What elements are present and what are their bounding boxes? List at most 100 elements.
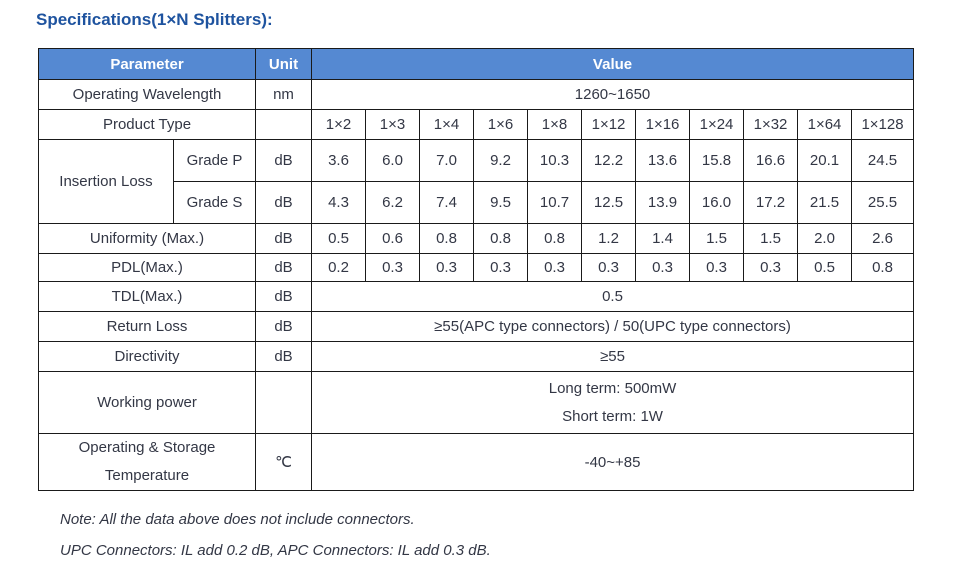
unit-cell: [255, 109, 313, 140]
value-cell: 1×8: [527, 109, 583, 140]
value-cell: 25.5: [851, 181, 915, 224]
sub-label: Grade P: [172, 139, 257, 182]
value-cell: 4.3: [311, 181, 367, 224]
temperature-label-line2: Temperature: [104, 467, 190, 484]
value-cell: 0.3: [635, 253, 691, 282]
value-cell: 6.2: [365, 181, 421, 224]
value-cell: 21.5: [797, 181, 853, 224]
value-cell: 1×128: [851, 109, 915, 140]
value-cell: 1.4: [635, 223, 691, 254]
value-cell: 0.8: [851, 253, 915, 282]
row-uniformity: Uniformity (Max.) dB 0.5 0.6 0.8 0.8 0.8…: [37, 223, 915, 254]
value-cell: 0.3: [581, 253, 637, 282]
value-cell: 2.6: [851, 223, 915, 254]
working-power-short-term: Short term: 1W: [562, 407, 663, 425]
value-cell: 0.3: [365, 253, 421, 282]
row-temperature: Operating & Storage Temperature ℃ -40~+8…: [37, 433, 915, 491]
value-cell: 17.2: [743, 181, 799, 224]
unit-cell: dB: [255, 281, 313, 312]
unit-cell: ℃: [255, 433, 313, 491]
value-cell: 0.3: [689, 253, 745, 282]
row-label: PDL(Max.): [37, 253, 257, 282]
unit-cell: dB: [255, 181, 313, 224]
value-cell: 1.5: [689, 223, 745, 254]
value-cell: 0.6: [365, 223, 421, 254]
value-cell: 0.5: [311, 223, 367, 254]
value-cell: 15.8: [689, 139, 745, 182]
row-label: Working power: [37, 371, 257, 434]
unit-cell: dB: [255, 139, 313, 182]
value-cell: 20.1: [797, 139, 853, 182]
value-cell: 0.3: [473, 253, 529, 282]
value-cell: 1×3: [365, 109, 421, 140]
value-cell: 16.0: [689, 181, 745, 224]
value-cell: 1×32: [743, 109, 799, 140]
value-cell: 7.0: [419, 139, 475, 182]
header-unit: Unit: [255, 48, 313, 80]
page-title: Specifications(1×N Splitters):: [36, 10, 273, 29]
unit-cell: dB: [255, 311, 313, 342]
row-label: Return Loss: [37, 311, 257, 342]
value-cell: 12.5: [581, 181, 637, 224]
value-cell: 1.2: [581, 223, 637, 254]
value-cell: 1×16: [635, 109, 691, 140]
value-cell: 0.8: [419, 223, 475, 254]
row-product-type: Product Type 1×2 1×3 1×4 1×6 1×8 1×12 1×…: [37, 109, 915, 140]
note-il-add: UPC Connectors: IL add 0.2 dB, APC Conne…: [60, 542, 491, 559]
unit-cell: dB: [255, 223, 313, 254]
value-cell: 0.5: [311, 281, 915, 312]
value-cell: -40~+85: [311, 433, 915, 491]
value-cell: 13.9: [635, 181, 691, 224]
value-cell: 13.6: [635, 139, 691, 182]
row-label: Directivity: [37, 341, 257, 372]
value-cell: 1×24: [689, 109, 745, 140]
row-insertion-loss-grade-p: Insertion Loss Grade P dB 3.6 6.0 7.0 9.…: [38, 139, 915, 224]
notes-section: Note: All the data above does not includ…: [60, 511, 962, 559]
header-row: Parameter Unit Value: [37, 48, 915, 80]
temperature-label-line1: Operating & Storage: [78, 439, 216, 456]
value-cell: 1260~1650: [311, 79, 915, 110]
unit-cell: dB: [255, 253, 313, 282]
value-cell: 9.2: [473, 139, 529, 182]
unit-cell: dB: [255, 341, 313, 372]
row-insertion-loss-grade-s: Grade S dB 4.3 6.2 7.4 9.5 10.7 12.5 13.…: [39, 181, 915, 224]
row-working-power: Working power Long term: 500mW Short ter…: [37, 371, 915, 434]
value-cell: 24.5: [851, 139, 915, 182]
value-cell: ≥55: [311, 341, 915, 372]
value-cell: 1×6: [473, 109, 529, 140]
row-label: Operating Wavelength: [37, 79, 257, 110]
value-cell: 0.3: [527, 253, 583, 282]
value-cell: 0.2: [311, 253, 367, 282]
value-cell: 16.6: [743, 139, 799, 182]
value-cell: 0.3: [419, 253, 475, 282]
value-cell: 10.7: [527, 181, 583, 224]
value-cell: 9.5: [473, 181, 529, 224]
row-pdl: PDL(Max.) dB 0.2 0.3 0.3 0.3 0.3 0.3 0.3…: [37, 253, 915, 282]
value-cell: 1×64: [797, 109, 853, 140]
row-label: Uniformity (Max.): [37, 223, 257, 254]
value-cell: 7.4: [419, 181, 475, 224]
value-cell: 1×2: [311, 109, 367, 140]
row-operating-wavelength: Operating Wavelength nm 1260~1650: [37, 79, 915, 110]
value-cell: 0.3: [743, 253, 799, 282]
value-cell: ≥55(APC type connectors) / 50(UPC type c…: [311, 311, 915, 342]
value-cell: 0.8: [527, 223, 583, 254]
value-cell: 0.8: [473, 223, 529, 254]
value-cell: 10.3: [527, 139, 583, 182]
row-label: TDL(Max.): [37, 281, 257, 312]
row-return-loss: Return Loss dB ≥55(APC type connectors) …: [37, 311, 915, 342]
sub-label: Grade S: [172, 181, 257, 224]
header-parameter: Parameter: [37, 48, 257, 80]
row-directivity: Directivity dB ≥55: [37, 341, 915, 372]
spec-table: Parameter Unit Value Operating Wavelengt…: [37, 48, 915, 491]
row-label: Operating & Storage Temperature: [37, 433, 257, 491]
note-connectors: Note: All the data above does not includ…: [60, 511, 415, 528]
unit-cell: nm: [255, 79, 313, 110]
row-label: Product Type: [37, 109, 257, 140]
unit-cell: [255, 371, 313, 434]
header-value: Value: [311, 48, 915, 80]
value-cell: 2.0: [797, 223, 853, 254]
value-cell: 0.5: [797, 253, 853, 282]
row-tdl: TDL(Max.) dB 0.5: [37, 281, 915, 312]
value-cell: 3.6: [311, 139, 367, 182]
